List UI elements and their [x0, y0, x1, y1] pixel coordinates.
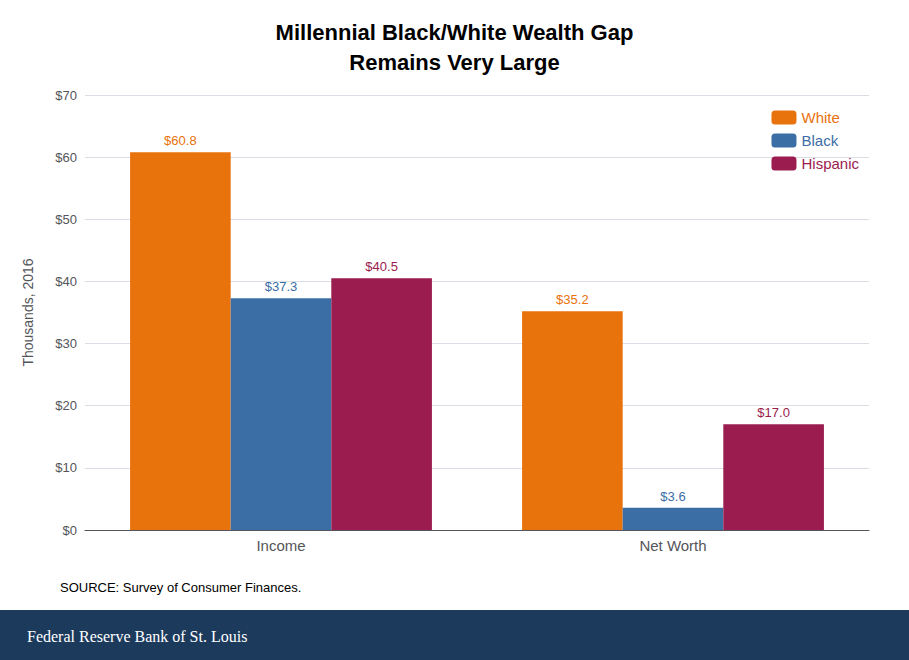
svg-text:$10: $10 [55, 460, 77, 475]
svg-text:Black: Black [801, 132, 838, 149]
svg-text:$60.8: $60.8 [164, 133, 197, 148]
svg-text:Federal Reserve Bank ​of​ St.: Federal Reserve Bank ​of​ St. Louis [27, 628, 247, 645]
svg-text:Remains Very Large: Remains Very Large [349, 50, 559, 75]
svg-text:$3.6: $3.6 [660, 489, 685, 504]
svg-text:$30: $30 [55, 336, 77, 351]
svg-text:$60: $60 [55, 150, 77, 165]
svg-text:$37.3: $37.3 [265, 279, 298, 294]
svg-text:$35.2: $35.2 [556, 292, 589, 307]
svg-text:$40: $40 [55, 274, 77, 289]
svg-text:Millennial Black/White Wealth: Millennial Black/White Wealth Gap [276, 20, 634, 45]
svg-text:Hispanic: Hispanic [801, 155, 859, 172]
svg-text:$70: $70 [55, 88, 77, 103]
svg-text:SOURCE: Survey of Consumer Fin: SOURCE: Survey of Consumer Finances. [60, 580, 301, 595]
svg-text:$20: $20 [55, 398, 77, 413]
svg-text:$40.5: $40.5 [365, 259, 398, 274]
svg-text:$17.0: $17.0 [757, 405, 790, 420]
svg-text:Income: Income [256, 537, 305, 554]
svg-text:White: White [801, 109, 839, 126]
svg-text:$0: $0 [63, 523, 77, 538]
svg-text:Thousands, 2016: Thousands, 2016 [20, 258, 36, 366]
svg-text:Net Worth: Net Worth [639, 537, 706, 554]
svg-text:$50: $50 [55, 212, 77, 227]
